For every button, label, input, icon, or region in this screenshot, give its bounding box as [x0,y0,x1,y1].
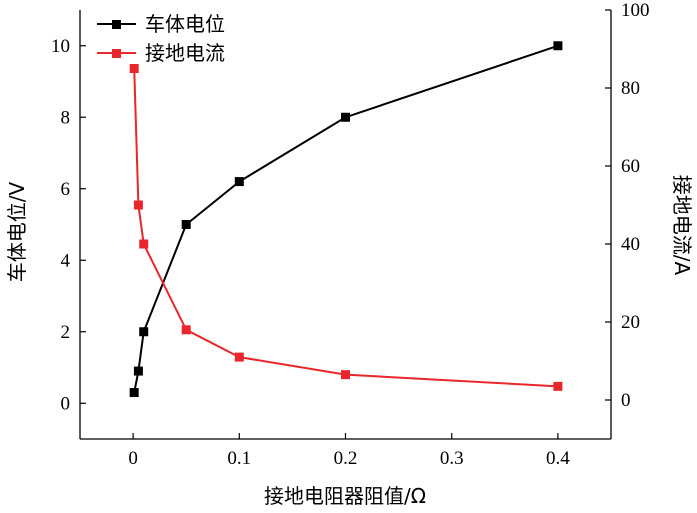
data-point [234,352,244,362]
x-tick-label: 0 [128,448,138,469]
series-1 [129,41,563,398]
data-point [139,327,149,337]
series-2 [129,64,563,391]
y-right-tick-label: 20 [621,312,640,333]
data-point [133,200,143,210]
data-point [341,370,350,380]
data-point [139,239,149,249]
y-right-tick-label: 40 [621,234,640,255]
y-right-tick-label: 0 [621,390,631,411]
legend-marker-series-1 [112,20,121,29]
data-point [129,388,139,398]
x-tick-label: 0.3 [440,448,464,469]
y-right-tick-label: 80 [621,78,640,99]
y-left-tick-label: 4 [61,250,71,271]
data-point [133,366,143,376]
legend-marker-series-2 [112,49,121,58]
legend: 车体电位 接地电流 [97,12,225,65]
data-point [553,381,563,391]
legend-entry-series-2: 接地电流 [97,41,225,65]
legend-label-series-1: 车体电位 [145,12,225,36]
data-point [181,325,191,335]
y-left-tick-label: 2 [61,322,71,343]
y-axis-right-title: 接地电流/A [670,175,694,276]
data-point [553,41,563,51]
x-tick-label: 0.2 [334,448,358,469]
x-tick-label: 0.1 [227,448,251,469]
series-line [133,44,559,393]
y-axis-left-title: 车体电位/V [5,181,29,282]
legend-label-series-2: 接地电流 [145,41,225,65]
y-left-tick-label: 0 [61,393,71,414]
legend-entry-series-1: 车体电位 [97,12,225,36]
series-layer [129,41,563,398]
y-right-tick-label: 60 [621,156,640,177]
data-point [234,177,244,187]
y-left-tick-label: 6 [61,179,71,200]
data-point [341,112,350,122]
y-left-tick-label: 10 [51,36,70,57]
data-point [129,64,139,73]
x-tick-label: 0.4 [546,448,570,469]
y-right-tick-label: 100 [621,0,650,21]
x-axis-title: 接地电阻器阻值/Ω [264,484,426,508]
y-left-tick-label: 8 [61,107,71,128]
data-point [181,220,191,229]
